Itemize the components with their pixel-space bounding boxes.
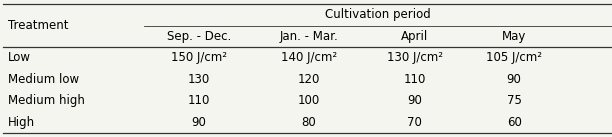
Text: 60: 60: [507, 116, 521, 129]
Text: 120: 120: [298, 73, 320, 86]
Text: 90: 90: [507, 73, 521, 86]
Text: 100: 100: [298, 94, 320, 107]
Text: 150 J/cm²: 150 J/cm²: [171, 51, 227, 64]
Text: Treatment: Treatment: [8, 19, 69, 32]
Text: April: April: [401, 30, 428, 43]
Text: Medium high: Medium high: [8, 94, 85, 107]
Text: Cultivation period: Cultivation period: [325, 8, 431, 21]
Text: 110: 110: [403, 73, 426, 86]
Text: May: May: [502, 30, 526, 43]
Text: 90: 90: [192, 116, 206, 129]
Text: 130 J/cm²: 130 J/cm²: [387, 51, 442, 64]
Text: 80: 80: [302, 116, 316, 129]
Text: 130: 130: [188, 73, 210, 86]
Text: 140 J/cm²: 140 J/cm²: [281, 51, 337, 64]
Text: Sep. - Dec.: Sep. - Dec.: [167, 30, 231, 43]
Text: 110: 110: [188, 94, 210, 107]
Text: 70: 70: [407, 116, 422, 129]
Text: Jan. - Mar.: Jan. - Mar.: [280, 30, 338, 43]
Text: High: High: [8, 116, 35, 129]
Text: 75: 75: [507, 94, 521, 107]
Text: Medium low: Medium low: [8, 73, 79, 86]
Text: Low: Low: [8, 51, 31, 64]
Text: 105 J/cm²: 105 J/cm²: [486, 51, 542, 64]
Text: 90: 90: [407, 94, 422, 107]
